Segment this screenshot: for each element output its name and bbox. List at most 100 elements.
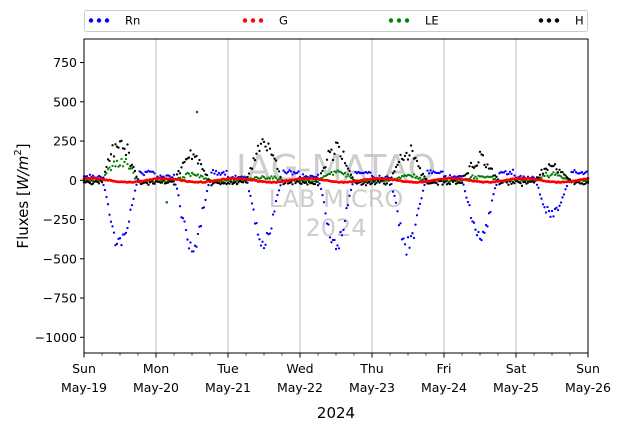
data-point — [330, 148, 333, 151]
data-point — [96, 180, 99, 184]
data-point — [201, 167, 204, 171]
data-point — [555, 168, 558, 171]
y-axis-title-close: ] — [14, 143, 32, 149]
data-point — [117, 146, 120, 149]
data-point — [402, 237, 405, 240]
data-point — [306, 183, 309, 186]
data-point — [552, 171, 555, 174]
data-point — [256, 144, 260, 147]
data-point — [196, 232, 200, 236]
data-point — [99, 179, 102, 182]
data-point — [201, 175, 204, 178]
data-point — [315, 180, 318, 184]
data-point — [130, 203, 134, 207]
data-point — [430, 171, 434, 175]
data-point — [270, 175, 273, 178]
data-point — [490, 199, 494, 202]
data-point — [271, 213, 275, 216]
data-point — [340, 234, 344, 237]
data-point — [289, 180, 293, 184]
data-point — [385, 175, 389, 178]
legend-marker — [554, 18, 560, 23]
legend-frame — [84, 10, 588, 32]
data-point — [363, 181, 366, 184]
data-point — [544, 171, 548, 174]
data-point — [183, 160, 186, 164]
data-point — [408, 246, 411, 249]
data-point — [196, 162, 200, 165]
data-point — [180, 166, 183, 169]
data-point — [328, 150, 332, 154]
data-point — [135, 175, 138, 178]
data-point — [376, 179, 380, 182]
data-point — [468, 165, 471, 168]
data-point — [304, 181, 308, 184]
data-point — [270, 227, 273, 230]
data-point — [142, 173, 146, 177]
data-point — [234, 180, 237, 184]
data-point — [541, 172, 545, 175]
data-point — [544, 167, 548, 170]
data-point — [438, 171, 441, 175]
y-axis-title-unit: W/m — [14, 156, 32, 191]
data-point — [508, 180, 512, 183]
watermark-line-3: 2024 — [305, 214, 366, 242]
data-point — [565, 184, 569, 188]
data-point — [553, 173, 557, 177]
data-point — [111, 164, 114, 168]
data-point — [258, 149, 261, 153]
data-point — [289, 170, 293, 173]
x-tick-label-date: May-26 — [565, 380, 611, 395]
data-point — [112, 155, 116, 158]
data-point — [247, 190, 251, 193]
data-point — [349, 188, 353, 192]
data-point — [507, 172, 510, 176]
data-point — [493, 174, 497, 177]
data-point — [250, 167, 254, 170]
data-point — [319, 172, 323, 175]
data-point — [462, 183, 465, 186]
data-point — [267, 142, 270, 145]
data-point — [472, 221, 476, 224]
data-point — [448, 180, 452, 183]
data-point — [369, 171, 372, 174]
data-point — [463, 174, 467, 177]
data-point — [159, 174, 162, 177]
data-point — [580, 171, 584, 174]
data-point — [129, 208, 132, 211]
data-point — [207, 183, 210, 187]
data-point — [316, 173, 320, 176]
data-point — [472, 177, 476, 180]
data-point — [550, 209, 554, 213]
data-point — [396, 210, 399, 213]
data-point — [175, 187, 179, 190]
data-point — [342, 150, 345, 153]
data-point — [505, 181, 509, 184]
data-point — [568, 178, 572, 181]
data-point — [561, 196, 564, 199]
data-point — [291, 173, 294, 176]
data-point — [561, 170, 564, 174]
data-point — [103, 188, 107, 192]
x-axis-title: 2024 — [317, 404, 355, 422]
data-point — [345, 164, 348, 167]
data-point — [546, 174, 549, 177]
data-point — [348, 169, 351, 172]
data-point — [448, 182, 452, 186]
data-point — [345, 175, 348, 178]
data-point — [132, 171, 135, 174]
data-point — [84, 181, 87, 184]
data-point — [192, 250, 195, 253]
data-point — [229, 180, 233, 183]
data-point — [172, 183, 176, 186]
data-point — [91, 182, 95, 185]
legend-marker — [404, 18, 410, 23]
data-point — [412, 173, 416, 176]
data-point — [558, 204, 561, 207]
data-point — [451, 180, 455, 183]
data-point — [108, 159, 111, 163]
data-point — [108, 166, 111, 169]
data-point — [112, 231, 116, 234]
data-point — [235, 182, 239, 186]
data-point — [562, 193, 566, 196]
